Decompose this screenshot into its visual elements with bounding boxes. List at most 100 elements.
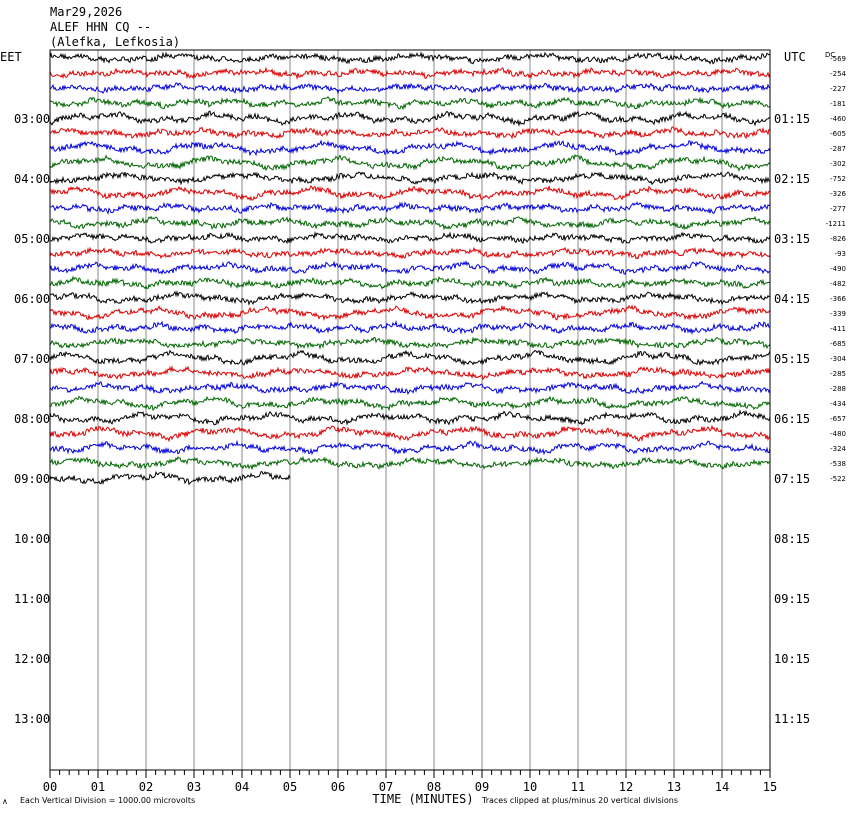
dc-offset-label: -826: [830, 235, 846, 243]
x-tick-label: 13: [667, 780, 681, 794]
x-tick-label: 10: [523, 780, 537, 794]
seismic-trace: [49, 66, 771, 80]
dc-offset-label: -411: [830, 325, 846, 333]
dc-offset-label: -302: [830, 160, 846, 168]
x-tick-label: 11: [571, 780, 585, 794]
clip-note: Traces clipped at plus/minus 20 vertical…: [482, 796, 679, 805]
left-time-label: 03:00: [14, 112, 50, 126]
x-tick-label: 08: [427, 780, 441, 794]
seismic-trace: [49, 349, 771, 367]
x-tick-label: 14: [715, 780, 729, 794]
left-time-label: 06:00: [14, 292, 50, 306]
dc-offset-label: -752: [830, 175, 846, 183]
seismic-trace: [49, 201, 771, 215]
dc-offset-label: -287: [830, 145, 846, 153]
dc-offset-label: -339: [830, 310, 846, 318]
dc-offset-label: -1211: [826, 220, 846, 228]
date-label: Mar29,2026: [50, 5, 123, 19]
seismic-trace: [49, 290, 771, 306]
dc-offset-label: -480: [830, 430, 846, 438]
dc-offset-label: -288: [830, 385, 846, 393]
station-label: ALEF HHN CQ --: [50, 20, 152, 34]
seismic-trace: [49, 395, 771, 412]
right-time-label: 06:15: [774, 412, 810, 426]
seismic-trace: [49, 470, 291, 486]
left-time-label: 08:00: [14, 412, 50, 426]
dc-offset-label: -181: [830, 100, 846, 108]
x-tick-label: 04: [235, 780, 249, 794]
seismic-trace: [49, 439, 771, 456]
x-tick-label: 12: [619, 780, 633, 794]
seismic-traces: [49, 51, 771, 486]
left-time-label: 09:00: [14, 472, 50, 486]
dc-offset-label: -227: [830, 85, 846, 93]
division-note: Each Vertical Division = 1000.00 microvo…: [20, 796, 196, 805]
dc-offset-label: -605: [830, 130, 846, 138]
left-time-label: 13:00: [14, 712, 50, 726]
x-tick-label: 07: [379, 780, 393, 794]
dc-offset-label: -538: [830, 460, 846, 468]
dc-offset-label: -434: [830, 400, 846, 408]
seismic-trace: [49, 153, 771, 172]
right-time-label: 10:15: [774, 652, 810, 666]
seismic-trace: [49, 231, 771, 245]
right-time-label: 07:15: [774, 472, 810, 486]
right-time-label: 01:15: [774, 112, 810, 126]
seismic-trace: [49, 304, 771, 322]
seismic-trace: [49, 171, 771, 186]
x-tick-label: 06: [331, 780, 345, 794]
seismic-trace: [49, 215, 771, 231]
left-time-label: 12:00: [14, 652, 50, 666]
x-axis-title: TIME (MINUTES): [372, 792, 473, 806]
seismic-trace: [49, 126, 771, 140]
left-timezone-label: EET: [0, 50, 22, 64]
left-time-label: 04:00: [14, 172, 50, 186]
right-time-label: 02:15: [774, 172, 810, 186]
right-time-label: 08:15: [774, 532, 810, 546]
seismic-trace: [49, 380, 771, 395]
dc-offset-label: -277: [830, 205, 846, 213]
seismic-trace: [49, 139, 771, 157]
dc-offset-label: -522: [830, 475, 846, 483]
seismic-trace: [49, 455, 771, 470]
seismic-trace: [49, 110, 771, 127]
right-time-label: 09:15: [774, 592, 810, 606]
left-time-label: 07:00: [14, 352, 50, 366]
plot-grid: [97, 50, 723, 770]
x-tick-label: 09: [475, 780, 489, 794]
right-time-label: 11:15: [774, 712, 810, 726]
seismic-trace: [49, 51, 770, 65]
seismic-trace: [49, 96, 771, 111]
dc-offset-label: -254: [830, 70, 846, 78]
dc-offset-label: -569: [830, 55, 846, 63]
seismic-trace: [49, 185, 771, 202]
dc-offset-label: -324: [830, 445, 846, 453]
left-time-label: 10:00: [14, 532, 50, 546]
location-label: (Alefka, Lefkosia): [50, 35, 181, 49]
right-time-label: 04:15: [774, 292, 810, 306]
seismic-trace: [49, 336, 771, 351]
seismic-trace: [49, 82, 771, 95]
dc-offset-label: -285: [830, 370, 846, 378]
seismic-trace: [49, 275, 771, 290]
left-time-label: 11:00: [14, 592, 50, 606]
seismic-trace: [49, 260, 771, 275]
dc-offset-label: -482: [830, 280, 846, 288]
x-tick-label: 03: [187, 780, 201, 794]
dc-offset-label: -460: [830, 115, 846, 123]
dc-label: DC: [825, 51, 835, 59]
dc-offset-label: -657: [830, 415, 846, 423]
dc-offset-label: -326: [830, 190, 846, 198]
seismic-trace: [49, 424, 771, 443]
x-axis-ticks: [49, 770, 771, 778]
seismic-trace: [49, 246, 771, 260]
dc-offset-label: -685: [830, 340, 846, 348]
x-tick-label: 05: [283, 780, 297, 794]
seismic-trace: [49, 320, 770, 336]
dc-offset-label: -490: [830, 265, 846, 273]
seismic-trace: [49, 409, 771, 426]
axis-labels: 00 01 02 03 04 05 06 07 08 09 10 11 12 13 14 15 03:00 04:…: [14, 55, 847, 794]
seismic-trace: [49, 365, 771, 381]
right-timezone-label: UTC: [784, 50, 806, 64]
